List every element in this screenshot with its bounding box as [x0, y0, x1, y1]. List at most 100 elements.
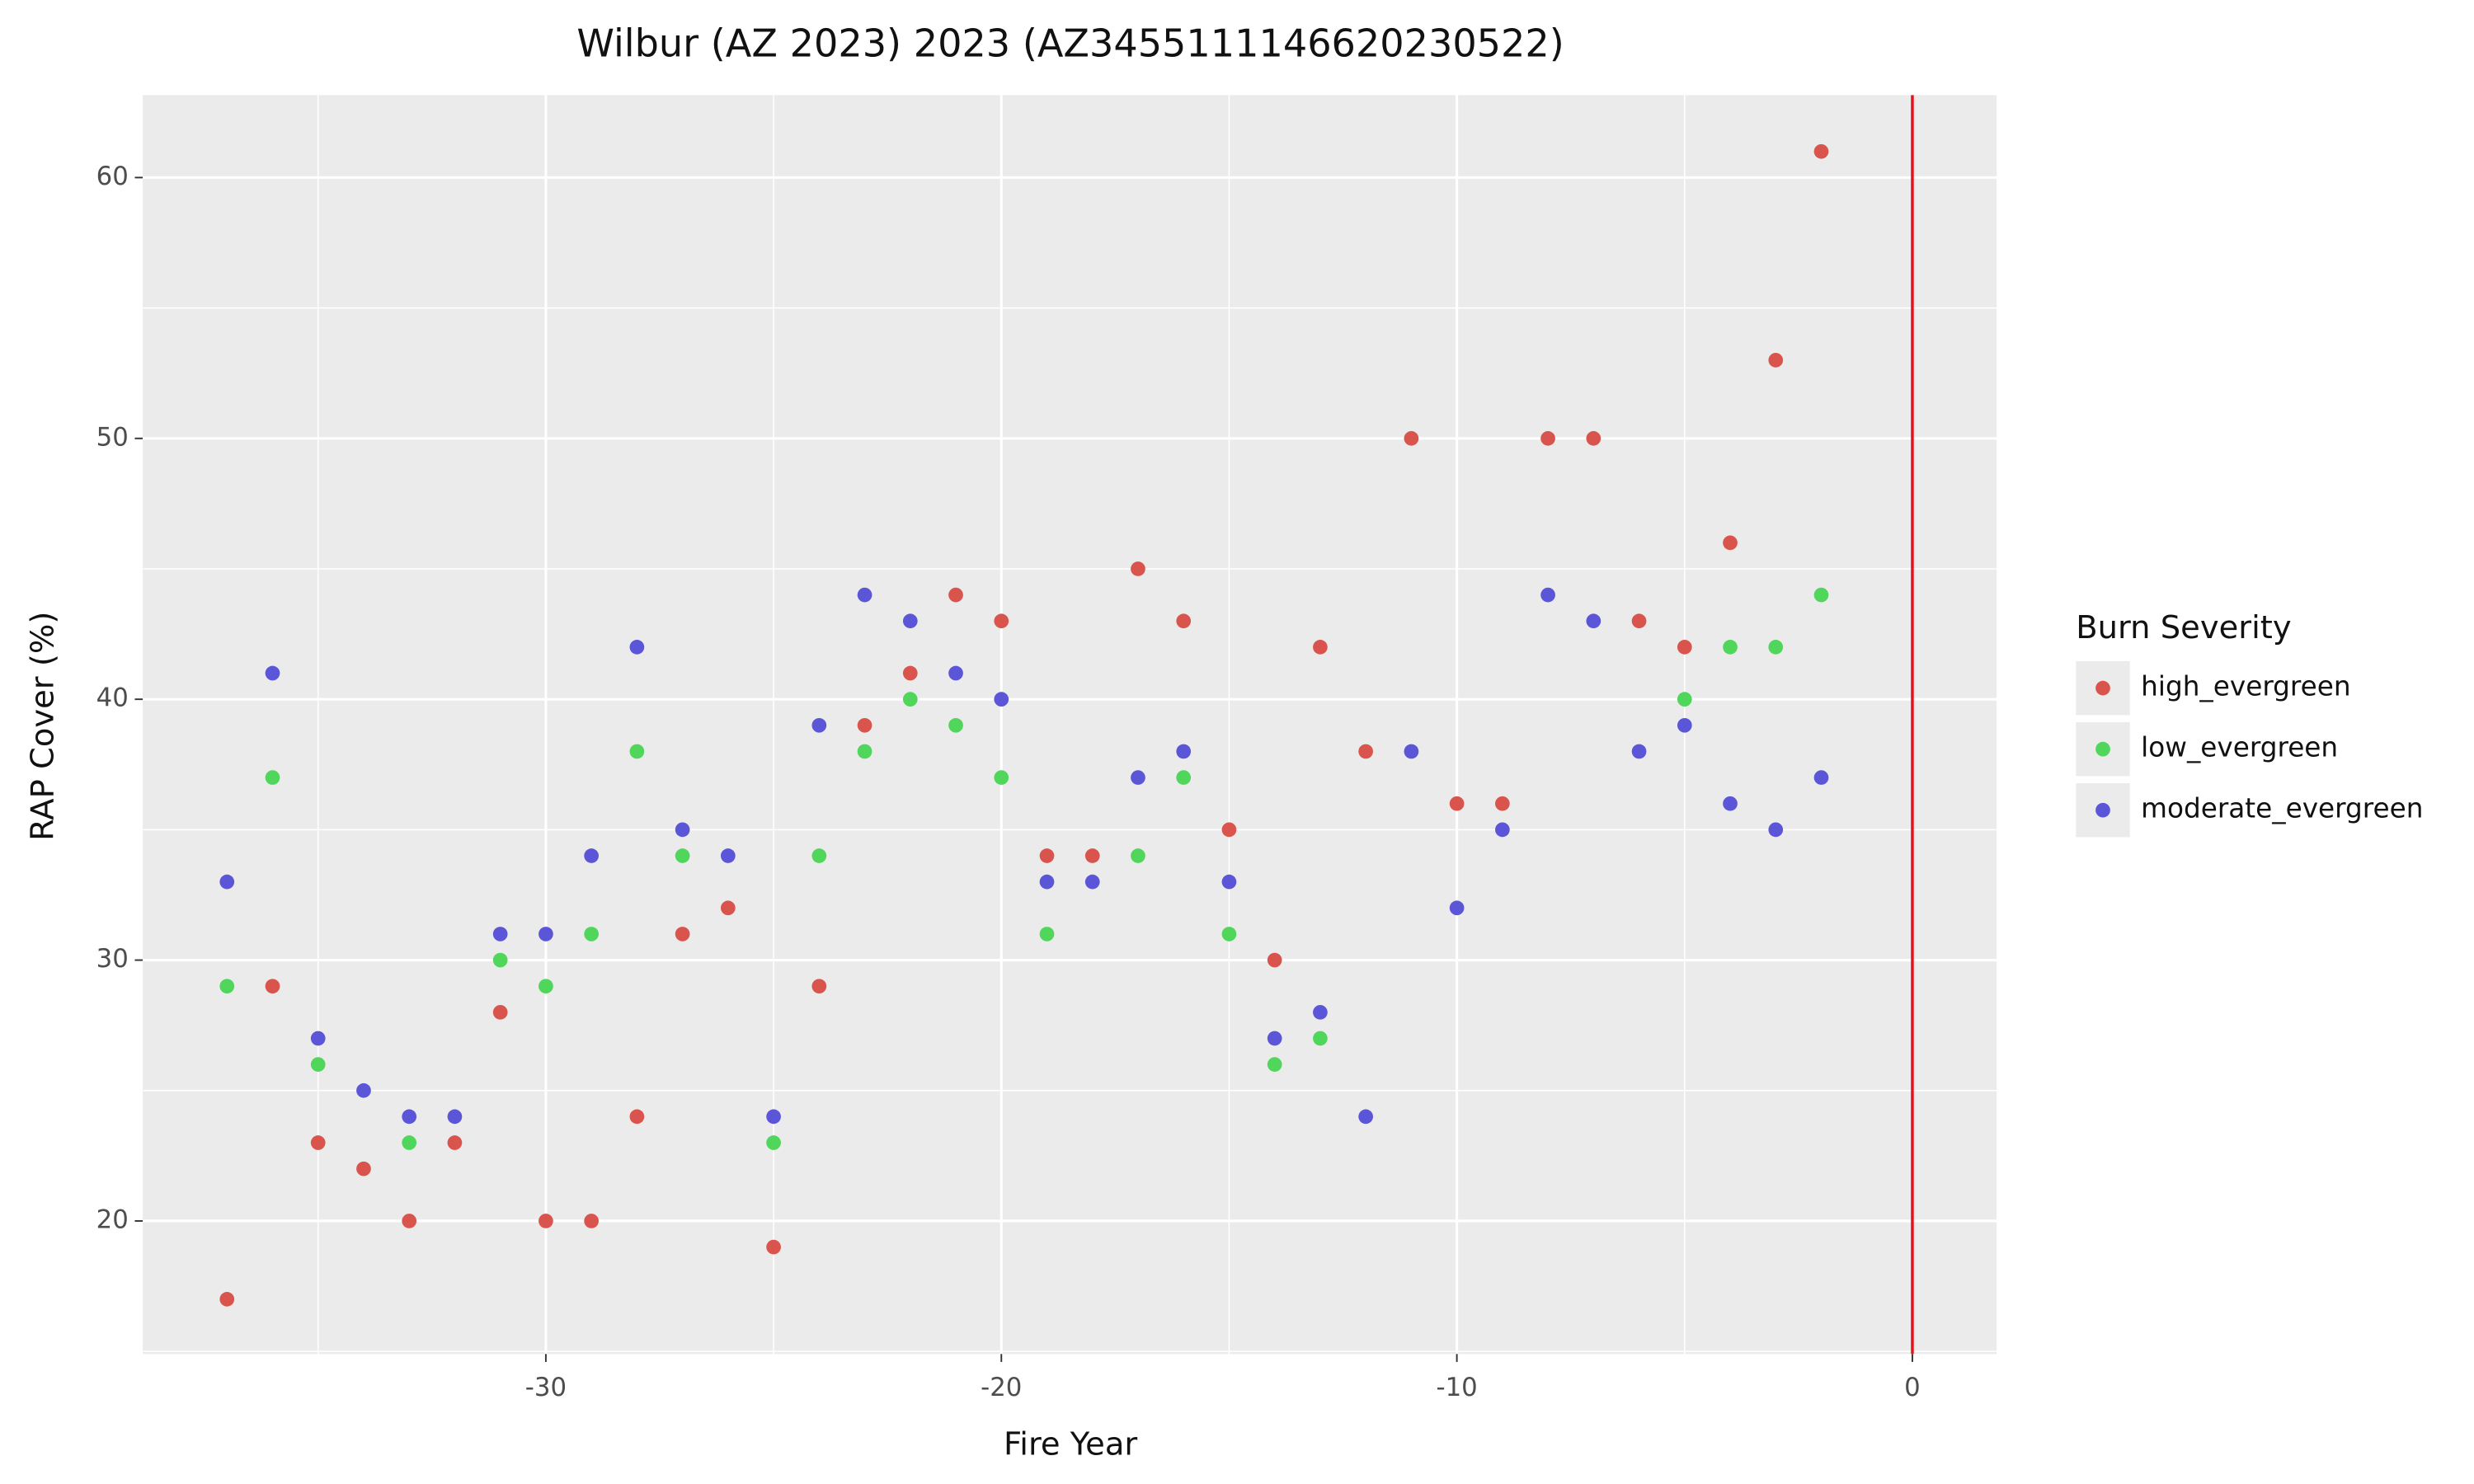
plot-panel — [143, 95, 1997, 1355]
data-point — [1084, 848, 1100, 863]
data-point — [1813, 770, 1829, 785]
data-point — [721, 900, 736, 916]
data-point — [811, 848, 827, 863]
y-tick-label: 30 — [96, 944, 129, 974]
data-point — [902, 665, 918, 681]
data-point — [219, 979, 235, 994]
data-point — [766, 1135, 781, 1150]
x-tick-label: 0 — [1904, 1373, 1921, 1402]
data-point — [1723, 796, 1738, 811]
data-point — [1768, 352, 1784, 368]
data-point — [1131, 770, 1145, 785]
data-point — [1677, 717, 1692, 733]
data-point — [447, 1135, 463, 1150]
data-point — [1404, 744, 1419, 759]
data-point — [1677, 640, 1692, 655]
data-point — [265, 770, 280, 785]
data-point — [1039, 874, 1055, 890]
y-tick-label: 20 — [96, 1205, 129, 1234]
y-axis-label: RAP Cover (%) — [24, 612, 61, 841]
data-point — [857, 587, 872, 603]
data-point — [1540, 430, 1555, 446]
data-point — [1449, 900, 1465, 916]
data-point — [1586, 430, 1602, 446]
data-point — [857, 744, 872, 759]
data-point — [994, 692, 1009, 707]
data-point — [1358, 744, 1373, 759]
legend-label: moderate_evergreen — [2141, 793, 2423, 824]
data-point — [629, 744, 645, 759]
data-point — [584, 1214, 599, 1228]
data-point — [1176, 744, 1192, 759]
y-tick-label: 40 — [96, 683, 129, 713]
data-point — [1084, 874, 1100, 890]
data-point — [310, 1031, 326, 1046]
data-point — [1677, 692, 1692, 707]
data-point — [1267, 1057, 1282, 1072]
chart-title: Wilbur (AZ 2023) 2023 (AZ345511114662023… — [576, 21, 1564, 65]
legend-label: low_evergreen — [2141, 732, 2338, 763]
data-point — [1540, 587, 1555, 603]
legend-title: Burn Severity — [2076, 609, 2291, 646]
data-point — [1631, 613, 1647, 629]
data-point — [1221, 822, 1237, 838]
data-point — [492, 1004, 508, 1020]
data-point — [1449, 796, 1465, 811]
data-point — [994, 770, 1009, 785]
data-point — [584, 848, 599, 863]
data-point — [1313, 1004, 1328, 1020]
data-point — [1267, 1031, 1282, 1046]
data-point — [902, 692, 918, 707]
data-point — [402, 1214, 417, 1228]
data-point — [1221, 927, 1237, 942]
data-point — [447, 1109, 463, 1125]
data-point — [1404, 430, 1419, 446]
legend-marker — [2095, 802, 2110, 818]
data-point — [629, 640, 645, 655]
data-point — [402, 1135, 417, 1150]
data-point — [948, 717, 963, 733]
data-point — [1176, 770, 1192, 785]
data-point — [539, 979, 553, 994]
data-point — [721, 848, 736, 863]
data-point — [811, 717, 827, 733]
data-point — [1039, 848, 1055, 863]
data-point — [811, 979, 827, 994]
x-tick-label: -30 — [525, 1373, 567, 1402]
data-point — [219, 1292, 235, 1307]
data-point — [766, 1109, 781, 1125]
x-tick-label: -10 — [1436, 1373, 1477, 1402]
data-point — [1768, 822, 1784, 838]
data-point — [310, 1135, 326, 1150]
data-point — [539, 1214, 553, 1228]
x-tick-label: -20 — [981, 1373, 1022, 1402]
data-point — [1176, 613, 1192, 629]
legend-marker — [2095, 741, 2110, 757]
data-point — [629, 1109, 645, 1125]
data-point — [356, 1082, 371, 1098]
data-point — [1813, 143, 1829, 159]
data-point — [675, 927, 690, 942]
data-point — [1723, 640, 1738, 655]
data-point — [1221, 874, 1237, 890]
data-point — [1768, 640, 1784, 655]
data-point — [1313, 1031, 1328, 1046]
data-point — [902, 613, 918, 629]
data-point — [948, 587, 963, 603]
data-point — [265, 979, 280, 994]
data-point — [1723, 535, 1738, 551]
data-point — [1131, 561, 1145, 576]
data-point — [1495, 822, 1510, 838]
data-point — [1813, 587, 1829, 603]
data-point — [1039, 927, 1055, 942]
data-point — [948, 665, 963, 681]
data-point — [675, 848, 690, 863]
data-point — [675, 822, 690, 838]
data-point — [1586, 613, 1602, 629]
data-point — [219, 874, 235, 890]
x-axis-label: Fire Year — [1004, 1425, 1137, 1463]
y-tick-label: 60 — [96, 162, 129, 191]
data-point — [1313, 640, 1328, 655]
data-point — [492, 927, 508, 942]
